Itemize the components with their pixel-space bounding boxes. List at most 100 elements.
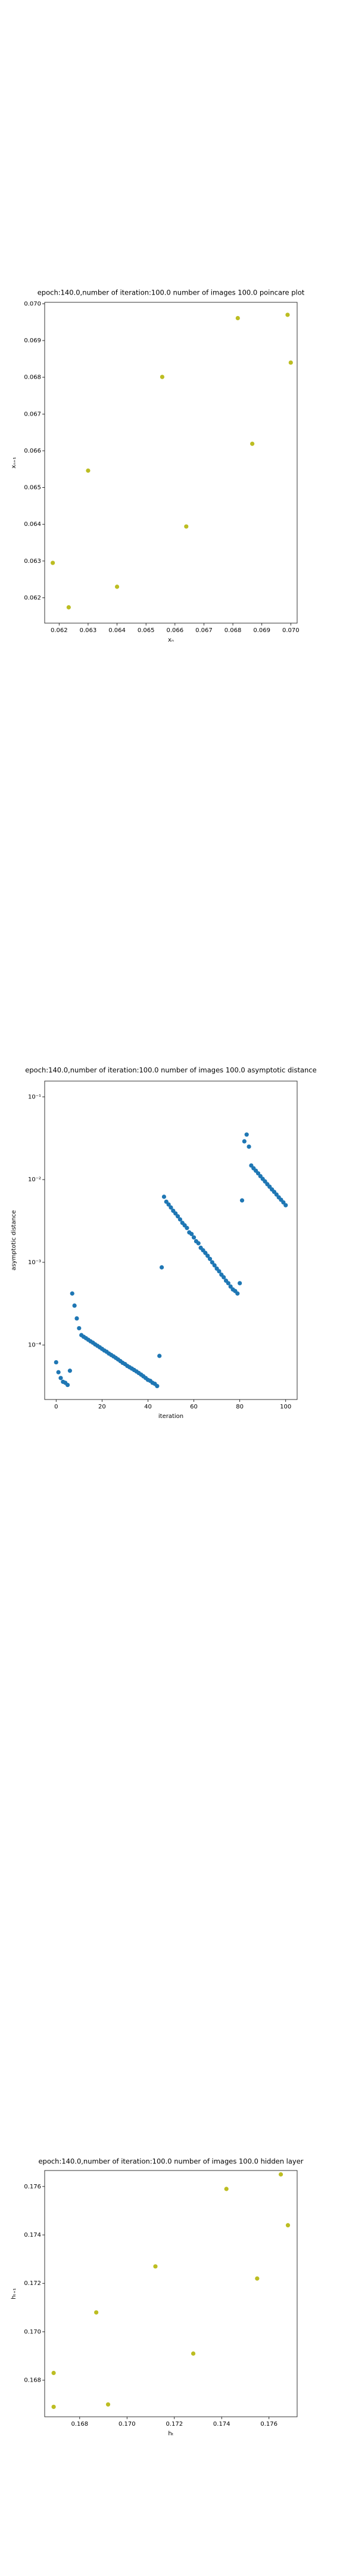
point [288, 360, 293, 365]
x-tick-label: 0.070 [282, 627, 300, 634]
y-tick-label: 10⁻² [28, 1176, 41, 1183]
point [105, 2402, 111, 2407]
y-tick-label: 0.066 [24, 448, 41, 454]
x-tick-label: 0.069 [253, 627, 270, 634]
point [247, 1144, 251, 1149]
x-axis-label: hₜ [168, 2431, 173, 2437]
x-tick-label: 0.066 [166, 627, 183, 634]
point [285, 2223, 291, 2228]
point [86, 468, 91, 473]
plot-frame [44, 2170, 298, 2417]
x-tick-label: 0.176 [260, 2421, 277, 2428]
chart-title: epoch:140.0,number of iteration:100.0 nu… [38, 289, 305, 297]
point [278, 2172, 283, 2177]
x-tick-label: 0.068 [224, 627, 242, 634]
x-tick-label: 20 [98, 1404, 106, 1410]
x-tick-label: 0.174 [213, 2421, 230, 2428]
point [239, 1198, 245, 1203]
y-tick-label: 0.172 [24, 2280, 41, 2287]
point [155, 1383, 160, 1389]
point [191, 2351, 196, 2356]
x-tick-label: 0.063 [80, 627, 97, 634]
x-tick-label: 100 [280, 1404, 291, 1410]
y-tick-label: 10⁻⁴ [28, 1342, 41, 1349]
point [203, 1250, 208, 1255]
point [94, 2310, 99, 2315]
point [285, 312, 290, 317]
point [54, 1360, 58, 1365]
y-tick-label: 0.067 [24, 411, 41, 417]
point [255, 2276, 260, 2281]
point [228, 1284, 233, 1289]
point [205, 1253, 210, 1258]
point [283, 1203, 288, 1208]
x-tick-label: 0 [54, 1404, 58, 1410]
point [222, 1275, 226, 1280]
y-tick-label: 0.063 [24, 558, 41, 565]
point [173, 1211, 178, 1216]
y-tick-label: 0.070 [24, 301, 41, 307]
point [72, 1303, 77, 1308]
point [217, 1269, 222, 1274]
point [175, 1214, 180, 1219]
point [153, 2264, 158, 2269]
x-tick-label: 0.062 [51, 627, 68, 634]
y-tick-label: 0.065 [24, 485, 41, 491]
point [238, 1281, 242, 1286]
point [244, 1132, 249, 1137]
point [159, 1265, 164, 1270]
chart-title: epoch:140.0,number of iteration:100.0 nu… [38, 2157, 303, 2166]
point [212, 1263, 217, 1268]
point [184, 524, 189, 529]
point [56, 1370, 61, 1374]
y-tick-label: 0.168 [24, 2377, 41, 2384]
x-tick-label: 40 [144, 1404, 152, 1410]
point [74, 1316, 79, 1321]
point [169, 1205, 173, 1210]
point [161, 1194, 167, 1199]
point [226, 1281, 230, 1286]
point [166, 1202, 171, 1207]
y-tick-label: 0.068 [24, 374, 41, 381]
x-tick-label: 0.064 [108, 627, 126, 634]
plot-frame [44, 1080, 298, 1400]
point [250, 441, 255, 446]
point [235, 315, 240, 321]
point [207, 1256, 213, 1261]
x-axis-label: xₙ [168, 637, 174, 643]
point [58, 1376, 63, 1380]
chart-title: epoch:140.0,number of iteration:100.0 nu… [25, 1066, 316, 1075]
point [66, 605, 71, 610]
x-tick-label: 0.168 [71, 2421, 88, 2428]
point [224, 2187, 229, 2191]
y-tick-label: 0.176 [24, 2184, 41, 2190]
point [235, 1291, 240, 1296]
point [65, 1382, 70, 1388]
point [191, 1235, 197, 1240]
point [67, 1368, 72, 1373]
y-axis-label: hₜ₊₁ [11, 2288, 17, 2299]
point [177, 1217, 183, 1222]
point [196, 1241, 201, 1246]
x-axis-label: iteration [158, 1413, 183, 1420]
point [157, 1354, 162, 1358]
x-tick-label: 60 [190, 1404, 198, 1410]
point [51, 2370, 56, 2376]
point [51, 2404, 56, 2409]
point [189, 1231, 194, 1237]
y-tick-label: 0.174 [24, 2232, 41, 2238]
point [114, 584, 120, 589]
y-tick-label: 10⁻³ [28, 1259, 41, 1266]
point [185, 1225, 189, 1230]
point [160, 374, 165, 379]
point [77, 1326, 82, 1331]
x-tick-label: 0.065 [138, 627, 155, 634]
y-axis-label: xₙ₊₁ [11, 457, 17, 468]
plot-frame [44, 302, 298, 624]
x-tick-label: 80 [236, 1404, 244, 1410]
point [70, 1291, 74, 1296]
y-tick-label: 0.062 [24, 595, 41, 601]
x-tick-label: 0.170 [119, 2421, 136, 2428]
point [210, 1260, 214, 1265]
